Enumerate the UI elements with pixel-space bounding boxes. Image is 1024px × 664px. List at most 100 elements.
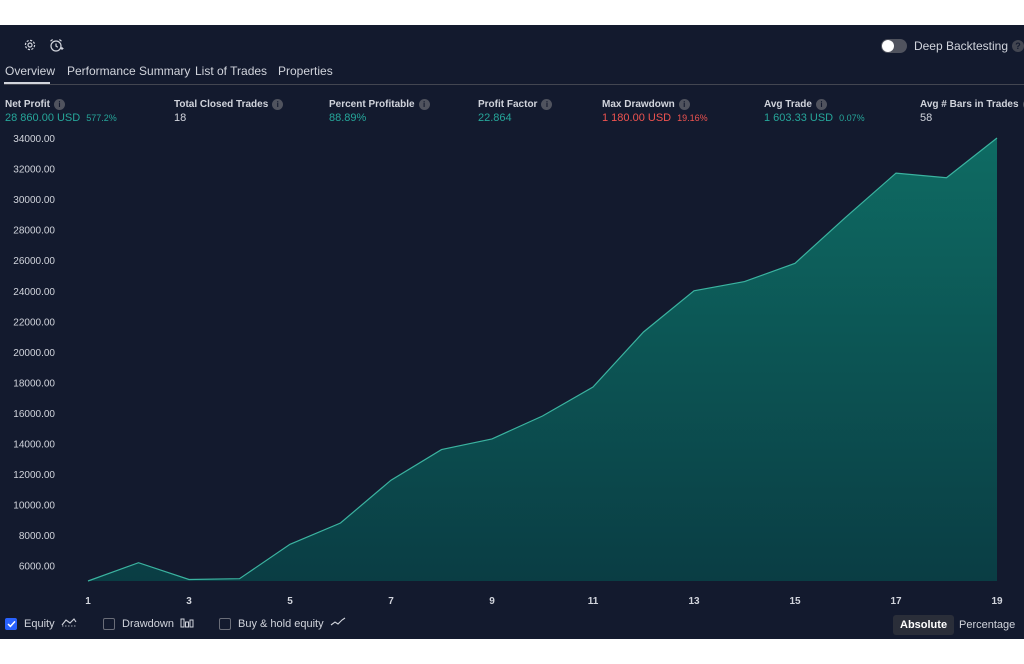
gear-icon[interactable] [22, 37, 38, 53]
equity-point[interactable] [234, 573, 246, 585]
equity-checkbox[interactable]: Equity [5, 617, 77, 630]
stat-net-profit: Net Profit i 28 860.00 USD 577.2% [5, 97, 117, 124]
equity-area [88, 138, 997, 581]
checkbox-unchecked-icon [103, 618, 115, 630]
buy-hold-equity-checkbox[interactable]: Buy & hold equity [219, 617, 346, 630]
alarm-add-icon[interactable] [48, 37, 64, 53]
equity-point[interactable] [486, 433, 498, 445]
help-icon[interactable]: ? [1012, 40, 1024, 52]
equity-line [87, 137, 998, 582]
info-icon[interactable]: i [1022, 98, 1024, 110]
info-icon[interactable]: i [678, 98, 690, 110]
stat-label: Max Drawdown [602, 98, 675, 110]
stat-value: 28 860.00 USD [5, 112, 81, 124]
deep-backtesting-label: Deep Backtesting [913, 39, 1008, 53]
buy-hold-equity-label: Buy & hold equity [238, 617, 324, 630]
equity-point[interactable] [688, 285, 700, 297]
equity-point[interactable] [941, 172, 953, 184]
equity-line-icon [61, 617, 77, 630]
stat-label: Profit Factor [478, 98, 538, 110]
info-icon[interactable]: i [541, 98, 553, 110]
deep-backtesting-control: Deep Backtesting ? [880, 38, 1024, 54]
equity-chart[interactable]: 6000.00 8000.00 10000.00 12000.00 14000.00 16… [0, 25, 1024, 615]
tab-list-of-trades[interactable]: List of Trades [195, 64, 268, 78]
equity-point[interactable] [385, 474, 397, 486]
absolute-button[interactable]: Absolute [893, 615, 955, 635]
stat-avg-trade: Avg Trade i 1 603.33 USD 0.07% [764, 97, 865, 124]
equity-point[interactable] [537, 410, 549, 422]
x-tick-label: 1 [85, 596, 91, 607]
stat-label: Avg # Bars in Trades [920, 98, 1019, 110]
equity-point[interactable] [638, 326, 650, 338]
percentage-button[interactable]: Percentage [959, 619, 1016, 631]
equity-point[interactable] [739, 276, 751, 288]
y-tick-label: 8000.00 [19, 531, 56, 542]
tab-properties[interactable]: Properties [278, 64, 333, 78]
equity-point[interactable] [133, 557, 145, 569]
x-tick-label: 9 [489, 596, 495, 607]
y-tick-label: 10000.00 [13, 501, 55, 512]
stat-value: 18 [174, 112, 187, 124]
stat-value: 1 603.33 USD [764, 112, 834, 124]
info-icon[interactable]: i [418, 98, 430, 110]
info-icon[interactable]: i [815, 98, 827, 110]
stat-percent: 19.16% [677, 113, 708, 123]
stat-max-drawdown: Max Drawdown i 1 180.00 USD 19.16% [602, 97, 708, 124]
equity-point[interactable] [183, 573, 195, 585]
equity-point[interactable] [840, 211, 852, 223]
stat-total-closed-trades: Total Closed Trades i 18 [174, 97, 284, 124]
buy-hold-line-icon [330, 617, 346, 630]
tab-overview[interactable]: Overview [5, 64, 56, 78]
equity-point[interactable] [335, 517, 347, 529]
x-tick-label: 13 [688, 596, 700, 607]
toolbar: Deep Backtesting ? [0, 25, 1024, 65]
drawdown-bars-icon [180, 617, 194, 631]
stat-label: Net Profit [5, 98, 50, 110]
stat-profit-factor: Profit Factor i 22.864 [478, 97, 553, 124]
y-tick-label: 24000.00 [13, 287, 55, 298]
equity-point[interactable] [436, 444, 448, 456]
active-tab-indicator [4, 82, 50, 84]
deep-backtesting-toggle[interactable] [880, 39, 907, 53]
chart-options-bar: Equity Drawdown Buy & hold equity Absolu… [0, 613, 1024, 637]
equity-point[interactable] [284, 538, 296, 550]
y-tick-label: 14000.00 [13, 440, 55, 451]
x-tick-label: 7 [388, 596, 394, 607]
strategy-tester-panel: Deep Backtesting ? Overview Performance … [0, 25, 1024, 639]
stat-percent: 0.07% [839, 113, 865, 123]
equity-point[interactable] [587, 381, 599, 393]
equity-point[interactable] [890, 167, 902, 179]
stat-label: Avg Trade [764, 98, 812, 110]
y-tick-label: 12000.00 [13, 470, 55, 481]
stat-value: 58 [920, 112, 933, 124]
equity-point[interactable] [789, 257, 801, 269]
y-tick-label: 20000.00 [13, 348, 55, 359]
y-tick-label: 34000.00 [13, 134, 55, 145]
checkbox-unchecked-icon [219, 617, 231, 630]
y-tick-label: 28000.00 [13, 226, 55, 237]
tab-performance-summary[interactable]: Performance Summary [67, 64, 191, 78]
drawdown-label: Drawdown [122, 618, 174, 630]
y-tick-label: 26000.00 [13, 256, 55, 267]
stat-value: 1 180.00 USD [602, 112, 672, 124]
y-tick-label: 32000.00 [13, 165, 55, 176]
equity-point[interactable] [991, 132, 1003, 144]
y-tick-label: 18000.00 [13, 378, 55, 389]
y-tick-label: 22000.00 [13, 317, 55, 328]
tabs-divider [4, 84, 1024, 85]
stat-value: 88.89% [329, 112, 367, 124]
x-tick-label: 15 [789, 596, 801, 607]
equity-label: Equity [24, 617, 55, 630]
x-tick-label: 11 [588, 596, 599, 607]
stat-label: Percent Profitable [329, 98, 415, 110]
equity-point[interactable] [82, 575, 94, 587]
info-icon[interactable]: i [54, 98, 65, 110]
drawdown-checkbox[interactable]: Drawdown [103, 617, 194, 631]
stat-value: 22.864 [478, 112, 512, 124]
x-tick-label: 19 [991, 596, 1003, 607]
info-icon[interactable]: i [272, 98, 284, 110]
stat-percent: 577.2% [86, 113, 117, 123]
y-tick-label: 30000.00 [13, 195, 55, 206]
x-tick-label: 3 [186, 596, 192, 607]
